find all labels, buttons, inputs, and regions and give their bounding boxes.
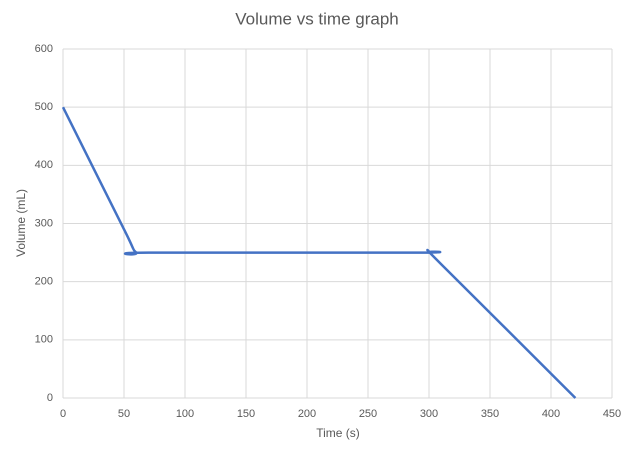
y-tick-label: 100 [35,334,53,346]
y-tick-label: 600 [35,43,53,55]
y-axis-title: Volume (mL) [14,189,28,257]
x-tick-label: 300 [420,408,438,420]
x-tick-label: 400 [542,408,560,420]
x-tick-label: 100 [176,408,194,420]
x-tick-label: 450 [603,408,621,420]
x-tick-label: 0 [60,408,66,420]
y-tick-label: 0 [47,392,53,404]
y-tick-label: 400 [35,159,53,171]
chart-title: Volume vs time graph [235,9,398,28]
x-tick-label: 200 [298,408,316,420]
line [61,106,577,399]
x-tick-label: 350 [481,408,499,420]
x-tick-label: 250 [359,408,377,420]
y-tick-label: 500 [35,101,53,113]
x-tick-label: 150 [237,408,255,420]
y-tick-label: 300 [35,217,53,229]
x-tick-label: 50 [118,408,130,420]
x-axis-title: Time (s) [316,426,360,440]
y-tick-label: 200 [35,276,53,288]
